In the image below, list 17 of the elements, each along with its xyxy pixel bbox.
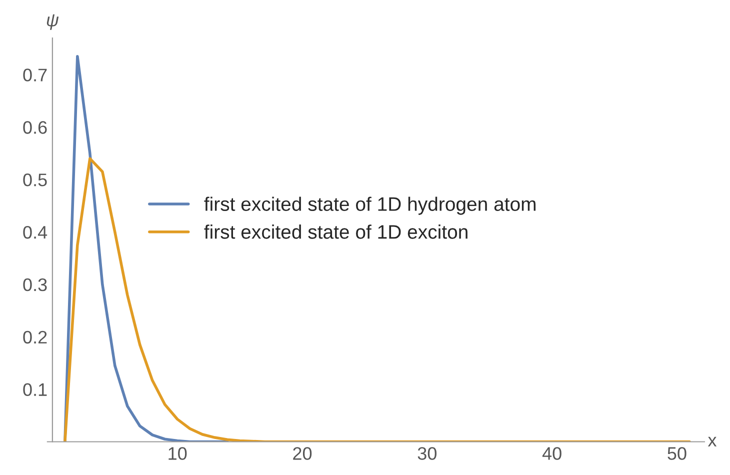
y-tick-label: 0.2 bbox=[23, 330, 47, 344]
y-tick-label: 0.4 bbox=[23, 226, 48, 239]
line-series bbox=[64, 157, 691, 442]
legend-label: first excited state of 1D exciton bbox=[204, 224, 468, 239]
x-tick-label: 20 bbox=[293, 447, 312, 460]
y-tick-label: 0.5 bbox=[23, 174, 47, 186]
y-tick-label: 0.1 bbox=[23, 383, 47, 396]
x-axis-title: x bbox=[708, 436, 717, 446]
y-tick-label: 0.6 bbox=[23, 121, 47, 134]
y-tick-label: 0.7 bbox=[23, 68, 47, 82]
x-tick-label: 30 bbox=[418, 447, 436, 460]
y-tick-label: 0.3 bbox=[23, 278, 47, 292]
x-tick-label: 10 bbox=[168, 447, 187, 460]
legend-label: first excited state of 1D hydrogen atom bbox=[204, 196, 536, 215]
x-tick-label: 50 bbox=[668, 447, 686, 460]
x-tick-label: 40 bbox=[542, 447, 562, 460]
y-axis-title: ψ bbox=[46, 14, 59, 30]
